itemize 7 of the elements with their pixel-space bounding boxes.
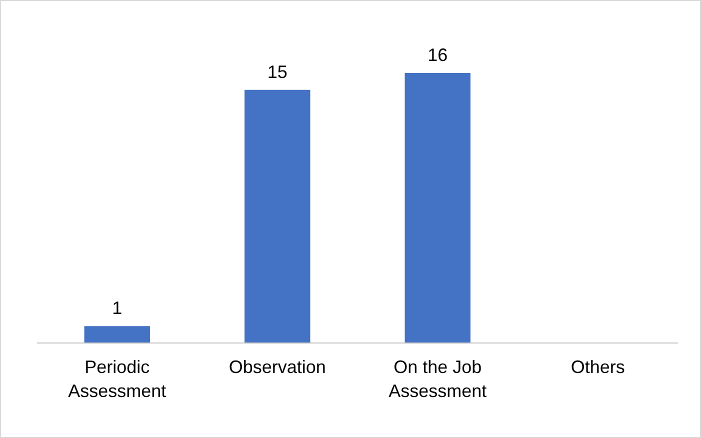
x-tick-label: Others bbox=[570, 357, 625, 377]
data-label: 16 bbox=[428, 45, 448, 65]
data-label: 1 bbox=[112, 298, 122, 318]
x-tick-label: On the Job Assessment bbox=[388, 357, 487, 401]
x-tick-label: Periodic Assessment bbox=[68, 357, 166, 401]
x-tick-label: Observation bbox=[228, 357, 326, 377]
data-label: 15 bbox=[267, 62, 288, 82]
